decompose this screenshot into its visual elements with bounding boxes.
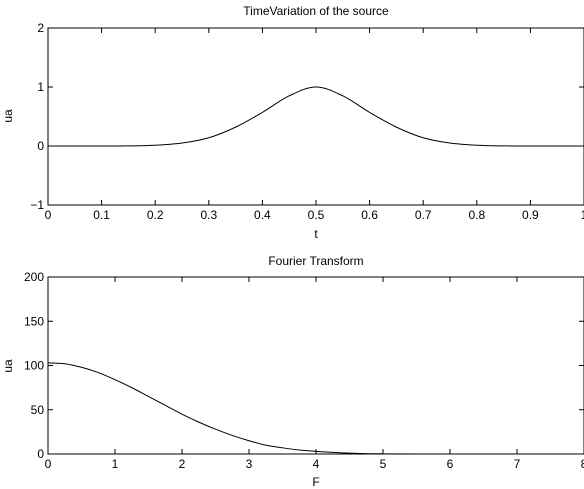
x-tick-label: 8	[581, 457, 584, 471]
x-axis-label: t	[314, 227, 318, 241]
x-axis-label: F	[312, 475, 319, 489]
x-tick-label: 6	[447, 457, 454, 471]
y-axis-label: ua	[1, 109, 15, 123]
y-tick-label: 2	[37, 21, 44, 35]
y-tick-label: −1	[30, 198, 44, 212]
series-line	[47, 362, 584, 455]
y-tick-label: 100	[24, 359, 44, 373]
y-tick-label: 1	[37, 80, 44, 94]
chart-title: Fourier Transform	[268, 254, 363, 268]
y-tick-label: 0	[37, 139, 44, 153]
x-tick-label: 0.4	[254, 208, 271, 222]
y-tick-label: 0	[37, 447, 44, 461]
x-tick-label: 0.2	[147, 208, 164, 222]
x-tick-label: 3	[246, 457, 253, 471]
x-tick-label: 0.8	[468, 208, 485, 222]
y-axis-label: ua	[1, 359, 15, 373]
x-tick-label: 5	[380, 457, 387, 471]
x-tick-label: 0	[45, 208, 52, 222]
x-tick-label: 4	[313, 457, 320, 471]
x-tick-label: 1	[581, 208, 584, 222]
x-tick-label: 0.3	[200, 208, 217, 222]
series-line	[47, 86, 584, 147]
x-tick-label: 2	[179, 457, 186, 471]
y-tick-label: 150	[24, 314, 44, 328]
x-tick-label: 0.1	[93, 208, 110, 222]
chart-time-variation: TimeVariation of the source 0 0.1 0.2 0.3 0.…	[1, 4, 584, 241]
y-tick-label: 50	[31, 403, 45, 417]
y-tick-label: 200	[24, 270, 44, 284]
x-tick-label: 1	[112, 457, 119, 471]
x-tick-label: 0.7	[415, 208, 432, 222]
x-tick-label: 0	[45, 457, 52, 471]
chart-title: TimeVariation of the source	[243, 4, 389, 18]
x-tick-label: 7	[514, 457, 521, 471]
x-tick-label: 0.6	[361, 208, 378, 222]
x-tick-label: 0.9	[522, 208, 539, 222]
tick-group: 0 1 2 3 4 5 6 7 8 0 50 100 150 200	[24, 270, 584, 471]
x-tick-label: 0.5	[308, 208, 325, 222]
chart-fourier-transform: Fourier Transform 012345678050100150200 …	[1, 254, 584, 489]
